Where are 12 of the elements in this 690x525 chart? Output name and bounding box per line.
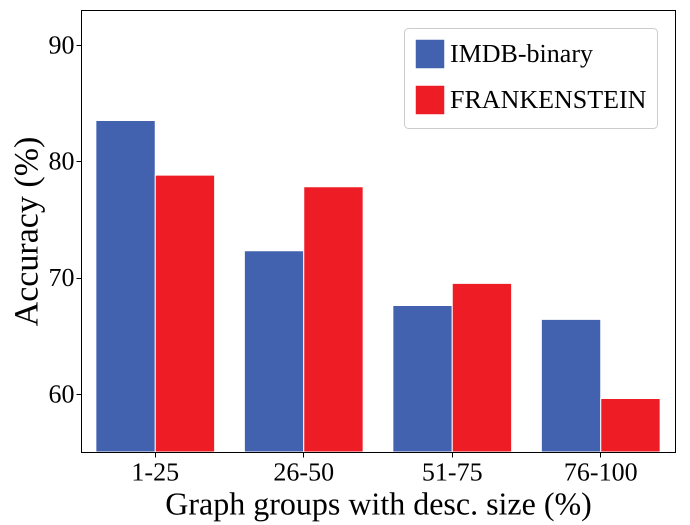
x-tick-label: 26-50 [273, 458, 334, 486]
y-tick-label: 90 [48, 30, 74, 60]
legend-label: IMDB-binary [450, 39, 593, 68]
x-tick-label: 51-75 [422, 458, 483, 486]
y-tick-label: 60 [48, 379, 74, 408]
legend-label: FRANKENSTEIN [450, 85, 647, 114]
x-tick-label: 1-25 [131, 458, 180, 486]
y-tick-label: 80 [48, 146, 74, 176]
y-tick-label: 70 [48, 263, 74, 292]
y-axis-title: Accuracy (%) [8, 136, 46, 326]
x-axis-title: Graph groups with desc. size (%) [165, 486, 592, 522]
x-tick-label: 76-100 [564, 458, 638, 486]
